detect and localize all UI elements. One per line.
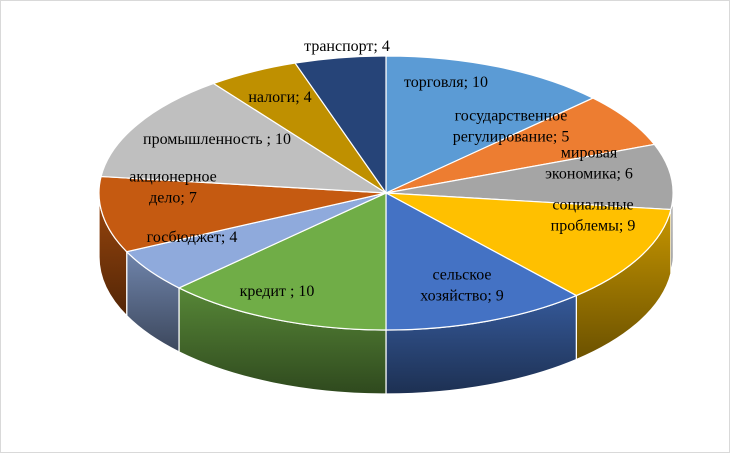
pie-sides xyxy=(98,192,674,395)
slice-label-8: промышленность ; 10 xyxy=(143,131,291,148)
slice-label-1: государственное регулирование; 5 xyxy=(453,107,570,145)
slice-label-0: торговля; 10 xyxy=(404,74,488,91)
pie-slice-2 xyxy=(385,143,674,211)
slice-label-4: сельское хозяйство; 9 xyxy=(420,266,504,304)
slice-label-3: социальные проблемы; 9 xyxy=(551,196,636,234)
pie-slice-4 xyxy=(385,191,578,331)
pie-labels: торговля; 10 государственное регулирование… xyxy=(129,38,635,305)
pie-slice-7 xyxy=(98,175,387,253)
pie-slice-0 xyxy=(385,55,595,194)
pie-slice-5 xyxy=(177,192,387,331)
slice-label-7: акционерное дело; 7 xyxy=(129,168,217,206)
pie-slice-3 xyxy=(385,192,672,297)
pie-slice-8 xyxy=(100,82,389,194)
slice-label-2: мировая экономика; 6 xyxy=(545,144,633,182)
slice-label-6: госбюджет; 4 xyxy=(147,229,238,246)
slice-label-9: налоги; 4 xyxy=(248,89,311,106)
pie-tops xyxy=(98,55,674,331)
slice-label-5: кредит ; 10 xyxy=(240,283,315,300)
pie-slice-10 xyxy=(294,55,387,195)
slice-label-10: транспорт; 4 xyxy=(304,38,390,55)
pie-slice-1 xyxy=(385,97,656,194)
